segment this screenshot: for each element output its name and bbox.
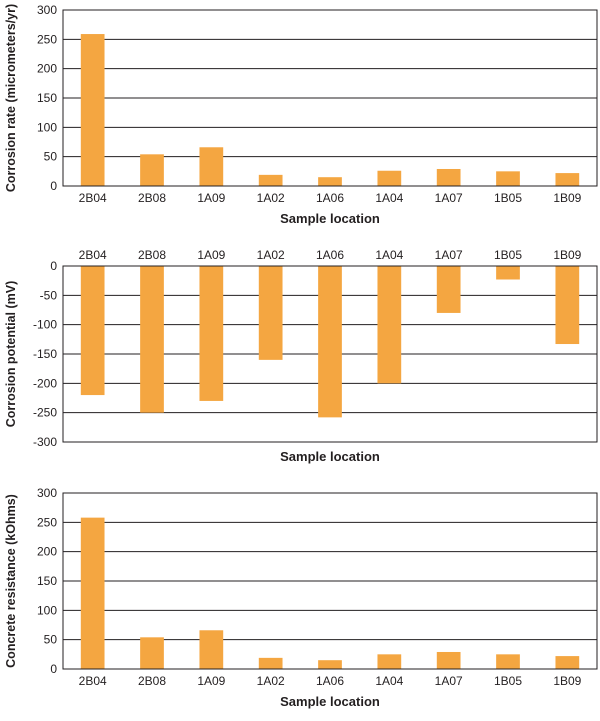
y-tick-label: -300 <box>33 435 57 449</box>
x-category-label: 1A06 <box>316 248 344 262</box>
x-category-label: 1A07 <box>435 248 463 262</box>
x-category-label: 2B08 <box>138 248 166 262</box>
x-category-label: 2B04 <box>79 191 107 205</box>
bar-2b04 <box>80 266 105 396</box>
x-category-label: 1A02 <box>257 248 285 262</box>
y-tick-label: 150 <box>37 574 57 588</box>
bar-1a09 <box>199 147 224 186</box>
y-tick-label: 300 <box>37 3 57 17</box>
corrosion-rate-panel: 0 50 100 150 200 250 300 2B04 2B08 1A09 1A02 1A06 1A… <box>4 3 598 226</box>
y-tick-label: 0 <box>50 179 57 193</box>
x-category-label: 1A04 <box>375 248 403 262</box>
bar-1b05 <box>496 266 520 280</box>
y-tick-label: 0 <box>50 259 57 273</box>
bar-1a04 <box>377 654 402 669</box>
bar-1b09 <box>555 266 580 345</box>
x-category-label: 1A02 <box>257 674 285 688</box>
y-tick-label: -200 <box>33 376 57 390</box>
bar-1b09 <box>555 173 580 186</box>
x-category-label: 1A07 <box>435 674 463 688</box>
x-category-label: 2B08 <box>138 674 166 688</box>
bar-1a02 <box>258 174 283 186</box>
y-tick-label: 0 <box>50 662 57 676</box>
x-category-label: 1B05 <box>494 191 522 205</box>
bar-2b04 <box>80 517 105 669</box>
x-axis-title: Sample location <box>280 449 380 464</box>
y-axis-title: Concrete resistance (kOhms) <box>4 494 18 668</box>
x-category-label: 1A06 <box>316 674 344 688</box>
bar-1a09 <box>199 266 224 401</box>
x-category-label: 1B05 <box>494 248 522 262</box>
x-category-label: 1A09 <box>197 674 225 688</box>
bar-1b05 <box>496 171 520 186</box>
x-category-label: 1A09 <box>197 248 225 262</box>
corrosion-potential-panel: 0 -50 -100 -150 -200 -250 -300 2B04 2B08 1A09 1A02… <box>4 248 598 464</box>
plot-frame <box>62 492 598 670</box>
y-tick-label: -50 <box>40 288 58 302</box>
bar-2b08 <box>140 637 164 669</box>
bar-1a04 <box>377 266 402 384</box>
bar-1a06 <box>318 660 342 669</box>
y-tick-label: 150 <box>37 91 57 105</box>
x-category-label: 1A04 <box>375 674 403 688</box>
y-tick-label: 200 <box>37 62 57 76</box>
x-category-label: 1A02 <box>257 191 285 205</box>
y-axis-title: Corrosion potential (mV) <box>4 281 18 428</box>
bar-1a06 <box>318 266 342 418</box>
x-axis-title: Sample location <box>280 694 380 709</box>
bar-1b05 <box>496 654 520 669</box>
x-category-label: 2B04 <box>79 674 107 688</box>
y-tick-label: 100 <box>37 603 57 617</box>
bar-1a02 <box>258 657 283 669</box>
x-category-label: 2B04 <box>79 248 107 262</box>
y-tick-label: 200 <box>37 545 57 559</box>
y-axis-title: Corrosion rate (micrometers/yr) <box>4 4 18 192</box>
concrete-resistance-panel: 0 50 100 150 200 250 300 2B04 2B08 1A09 1A02 1A06 1A… <box>4 486 598 709</box>
bar-1a07 <box>436 168 461 186</box>
x-category-label: 1B05 <box>494 674 522 688</box>
x-category-label: 1B09 <box>553 674 581 688</box>
x-category-label: 1A04 <box>375 191 403 205</box>
bar-1a07 <box>436 266 461 313</box>
x-category-label: 1B09 <box>553 191 581 205</box>
x-axis-title: Sample location <box>280 211 380 226</box>
x-category-label: 1A09 <box>197 191 225 205</box>
bar-1a02 <box>258 266 283 360</box>
x-category-label: 2B08 <box>138 191 166 205</box>
bar-1a07 <box>436 651 461 669</box>
y-tick-label: 100 <box>37 120 57 134</box>
bar-1a04 <box>377 170 402 186</box>
x-category-label: 1A06 <box>316 191 344 205</box>
bar-2b04 <box>80 34 105 187</box>
bar-1a06 <box>318 177 342 186</box>
y-tick-label: 50 <box>44 633 58 647</box>
x-category-label: 1A07 <box>435 191 463 205</box>
y-tick-label: 300 <box>37 486 57 500</box>
y-tick-label: 250 <box>37 32 57 46</box>
y-tick-label: -250 <box>33 406 57 420</box>
x-category-label: 1B09 <box>553 248 581 262</box>
y-tick-label: 50 <box>44 150 58 164</box>
bar-2b08 <box>140 154 164 186</box>
y-tick-label: -150 <box>33 347 57 361</box>
bar-1b09 <box>555 656 580 669</box>
y-tick-label: 250 <box>37 515 57 529</box>
plot-frame <box>62 9 598 187</box>
bar-1a09 <box>199 630 224 669</box>
y-tick-label: -100 <box>33 318 57 332</box>
bar-2b08 <box>140 266 164 413</box>
plot-frame <box>62 265 598 443</box>
